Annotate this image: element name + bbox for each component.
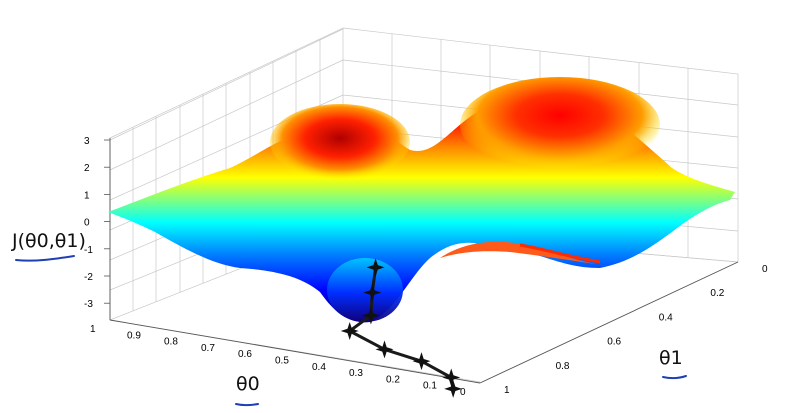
- y-tick-labels: 0 0.2 0.4 0.6 0.8 1: [504, 264, 768, 396]
- z-axis-label: J(θ0,θ1): [11, 230, 86, 252]
- y-tick-label: 0.6: [607, 337, 621, 348]
- x-tick-label: 1: [90, 324, 96, 335]
- descent-step-marker: [340, 321, 359, 340]
- z-tick-label: 1: [84, 190, 90, 201]
- x-tick-label: 0.3: [349, 368, 363, 379]
- x-tick-label: 0.9: [127, 330, 141, 341]
- y-tick-label: 0.4: [659, 312, 673, 323]
- peak-right: [460, 77, 660, 173]
- x-axis-label: θ0: [236, 373, 260, 395]
- gradient-descent-path: [340, 258, 463, 398]
- descent-step-marker: [375, 340, 394, 359]
- x-label-underline: [235, 403, 259, 407]
- x-tick-label: 0.1: [423, 381, 437, 392]
- y-tick-label: 1: [504, 385, 510, 396]
- y-label-underline: [662, 375, 687, 380]
- descent-step-marker: [363, 283, 382, 302]
- x-tick-labels: 1 0.9 0.8 0.7 0.6 0.5 0.4 0.3 0.2 0.1 0: [90, 324, 466, 398]
- z-tick-label: 3: [84, 136, 90, 147]
- floor-axes: [109, 138, 739, 384]
- x-tick-label: 0: [460, 387, 466, 398]
- y-tick-label: 0.2: [710, 288, 724, 299]
- x-tick-label: 0.6: [238, 349, 252, 360]
- cost-surface: [108, 77, 735, 323]
- min-bowl: [327, 258, 403, 322]
- peak-left: [270, 104, 410, 180]
- z-tick-label: -1: [84, 245, 93, 256]
- z-tick-label: 2: [84, 163, 90, 174]
- x-tick-label: 0.7: [201, 343, 215, 354]
- x-tick-label: 0.2: [386, 374, 400, 385]
- z-tick-label: 0: [84, 218, 90, 229]
- y-tick-label: 0.8: [556, 361, 570, 372]
- z-label-underline: [15, 255, 75, 262]
- descent-step-marker: [412, 352, 431, 371]
- descent-step-marker: [442, 368, 461, 387]
- descent-step-marker: [361, 306, 380, 325]
- surface-underside: [440, 241, 610, 266]
- y-axis-label: θ1: [659, 347, 683, 369]
- descent-step-marker: [366, 258, 385, 277]
- y-tick-label: 0: [762, 264, 768, 275]
- x-tick-label: 0.5: [275, 356, 289, 367]
- z-tick-label: -2: [84, 272, 93, 283]
- x-tick-label: 0.8: [164, 337, 178, 348]
- descent-step-marker: [444, 379, 463, 398]
- x-tick-label: 0.4: [312, 362, 326, 373]
- z-tick-labels: 3 2 1 0 -1 -2 -3: [84, 136, 110, 310]
- z-tick-label: -3: [84, 299, 93, 310]
